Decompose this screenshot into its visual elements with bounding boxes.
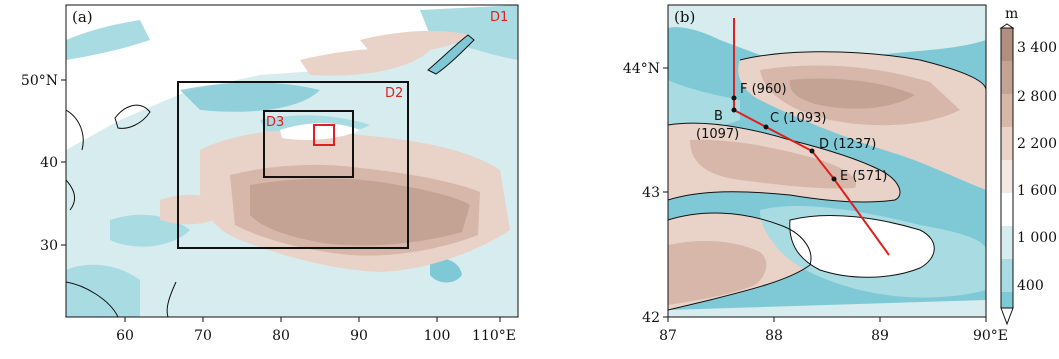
colorbar-segment	[1001, 127, 1013, 160]
panel-a-xtick: 60	[116, 328, 134, 344]
panel-b-xtick: 88	[765, 328, 783, 344]
point-f-marker	[731, 95, 737, 101]
panel-a-tick-marks	[61, 79, 501, 322]
domain-d1-label: D1	[490, 10, 508, 25]
colorbar-segment	[1001, 94, 1013, 127]
domain-d3-box	[263, 110, 354, 178]
panel-b-frame	[667, 4, 987, 318]
panel-a-xtick: 90	[350, 328, 368, 344]
colorbar-label: 2 200	[1017, 136, 1057, 152]
colorbar-label: 3 400	[1017, 40, 1057, 56]
colorbar-segment	[1001, 292, 1013, 308]
colorbar-segment	[1001, 61, 1013, 94]
point-e-label: E (571)	[840, 169, 887, 184]
domain-d3-label: D3	[266, 115, 284, 130]
colorbar-unit: m	[1005, 6, 1018, 22]
colorbar-label: 400	[1017, 278, 1044, 294]
panel-a: (a) D1 D2 D3 60 70 80 90 100 110°E 50°N …	[21, 4, 519, 344]
panel-b-label: (b)	[674, 8, 695, 26]
panel-b-ytick: 42	[642, 310, 660, 326]
inner-domain-box	[313, 124, 335, 146]
point-c-label: C (1093)	[770, 111, 826, 126]
colorbar-segment	[1001, 28, 1013, 61]
point-d-label: D (1237)	[819, 137, 876, 152]
panel-a-ytick: 30	[40, 238, 58, 254]
point-c-marker	[763, 124, 769, 130]
panel-a-ytick: 50°N	[21, 73, 58, 89]
point-b-label: B	[714, 109, 723, 124]
point-b-elevation-label: (1097)	[696, 127, 739, 142]
panel-a-frame	[65, 4, 519, 318]
panel-b-ytick: 43	[642, 185, 660, 201]
domain-d2-label: D2	[385, 86, 403, 101]
colorbar-label: 1 000	[1017, 230, 1057, 246]
colorbar-segment	[1001, 259, 1013, 292]
panel-b-xtick: 90°E	[973, 328, 1008, 344]
colorbar-segment	[1001, 226, 1013, 259]
colorbar-top-arrow	[999, 23, 1015, 29]
point-b-marker	[731, 107, 737, 113]
panel-b: F (960) B (1097) C (1093) D (1237) E (57…	[623, 4, 1008, 344]
panel-a-ytick: 40	[40, 155, 58, 171]
panel-a-xtick: 80	[272, 328, 290, 344]
colorbar-segment	[1001, 160, 1013, 193]
point-e-marker	[831, 176, 837, 182]
panel-a-xtick: 100	[424, 328, 451, 344]
panel-b-tick-marks	[663, 67, 987, 322]
panel-a-label: (a)	[72, 8, 93, 26]
panel-b-ytick: 44°N	[623, 61, 660, 77]
point-f-label: F (960)	[740, 82, 787, 97]
transect-line	[733, 18, 890, 256]
panel-a-xtick: 70	[194, 328, 212, 344]
panel-b-xtick: 87	[659, 328, 677, 344]
panel-b-terrain	[668, 5, 986, 317]
panel-b-xtick: 89	[871, 328, 889, 344]
colorbar-label: 2 800	[1017, 89, 1057, 105]
colorbar-bottom-arrow	[1000, 307, 1014, 326]
point-d-marker	[809, 148, 815, 154]
panel-a-xtick: 110°E	[472, 328, 516, 344]
colorbar-segment	[1001, 193, 1013, 226]
colorbar-label: 1 600	[1017, 183, 1057, 199]
domain-d2-box	[177, 81, 409, 249]
colorbar: m 3 400 2 800 2 200 1 600 1 000 400	[999, 6, 1057, 326]
panel-a-terrain	[66, 5, 518, 317]
